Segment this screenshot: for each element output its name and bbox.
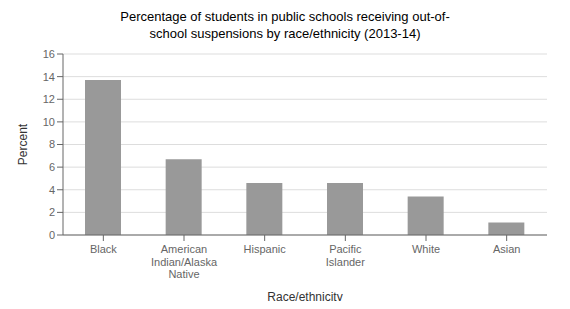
svg-text:Black: Black — [90, 243, 117, 255]
svg-text:Percent: Percent — [16, 123, 30, 165]
svg-text:12: 12 — [43, 93, 55, 105]
svg-text:0: 0 — [49, 229, 55, 241]
svg-text:16: 16 — [43, 48, 55, 60]
html-text:school suspensions by race/eth: school suspensions by race/ethnicity (20… — [149, 26, 421, 41]
html-text:Percentage of students in publ: Percentage of students in public schools… — [120, 9, 450, 24]
svg-text:White: White — [412, 243, 440, 255]
svg-text:14: 14 — [43, 71, 55, 83]
svg-text:2: 2 — [49, 206, 55, 218]
svg-text:Asian: Asian — [493, 243, 521, 255]
svg-text:8: 8 — [49, 138, 55, 150]
svg-text:10: 10 — [43, 116, 55, 128]
svg-text:AmericanIndian/AlaskaNative: AmericanIndian/AlaskaNative — [151, 243, 218, 280]
svg-text:4: 4 — [49, 184, 55, 196]
svg-text:Hispanic: Hispanic — [244, 243, 287, 255]
svg-text:6: 6 — [49, 161, 55, 173]
svg-text:Race/ethnicity: Race/ethnicity — [267, 290, 342, 301]
svg-text:PacificIslander: PacificIslander — [326, 243, 365, 268]
